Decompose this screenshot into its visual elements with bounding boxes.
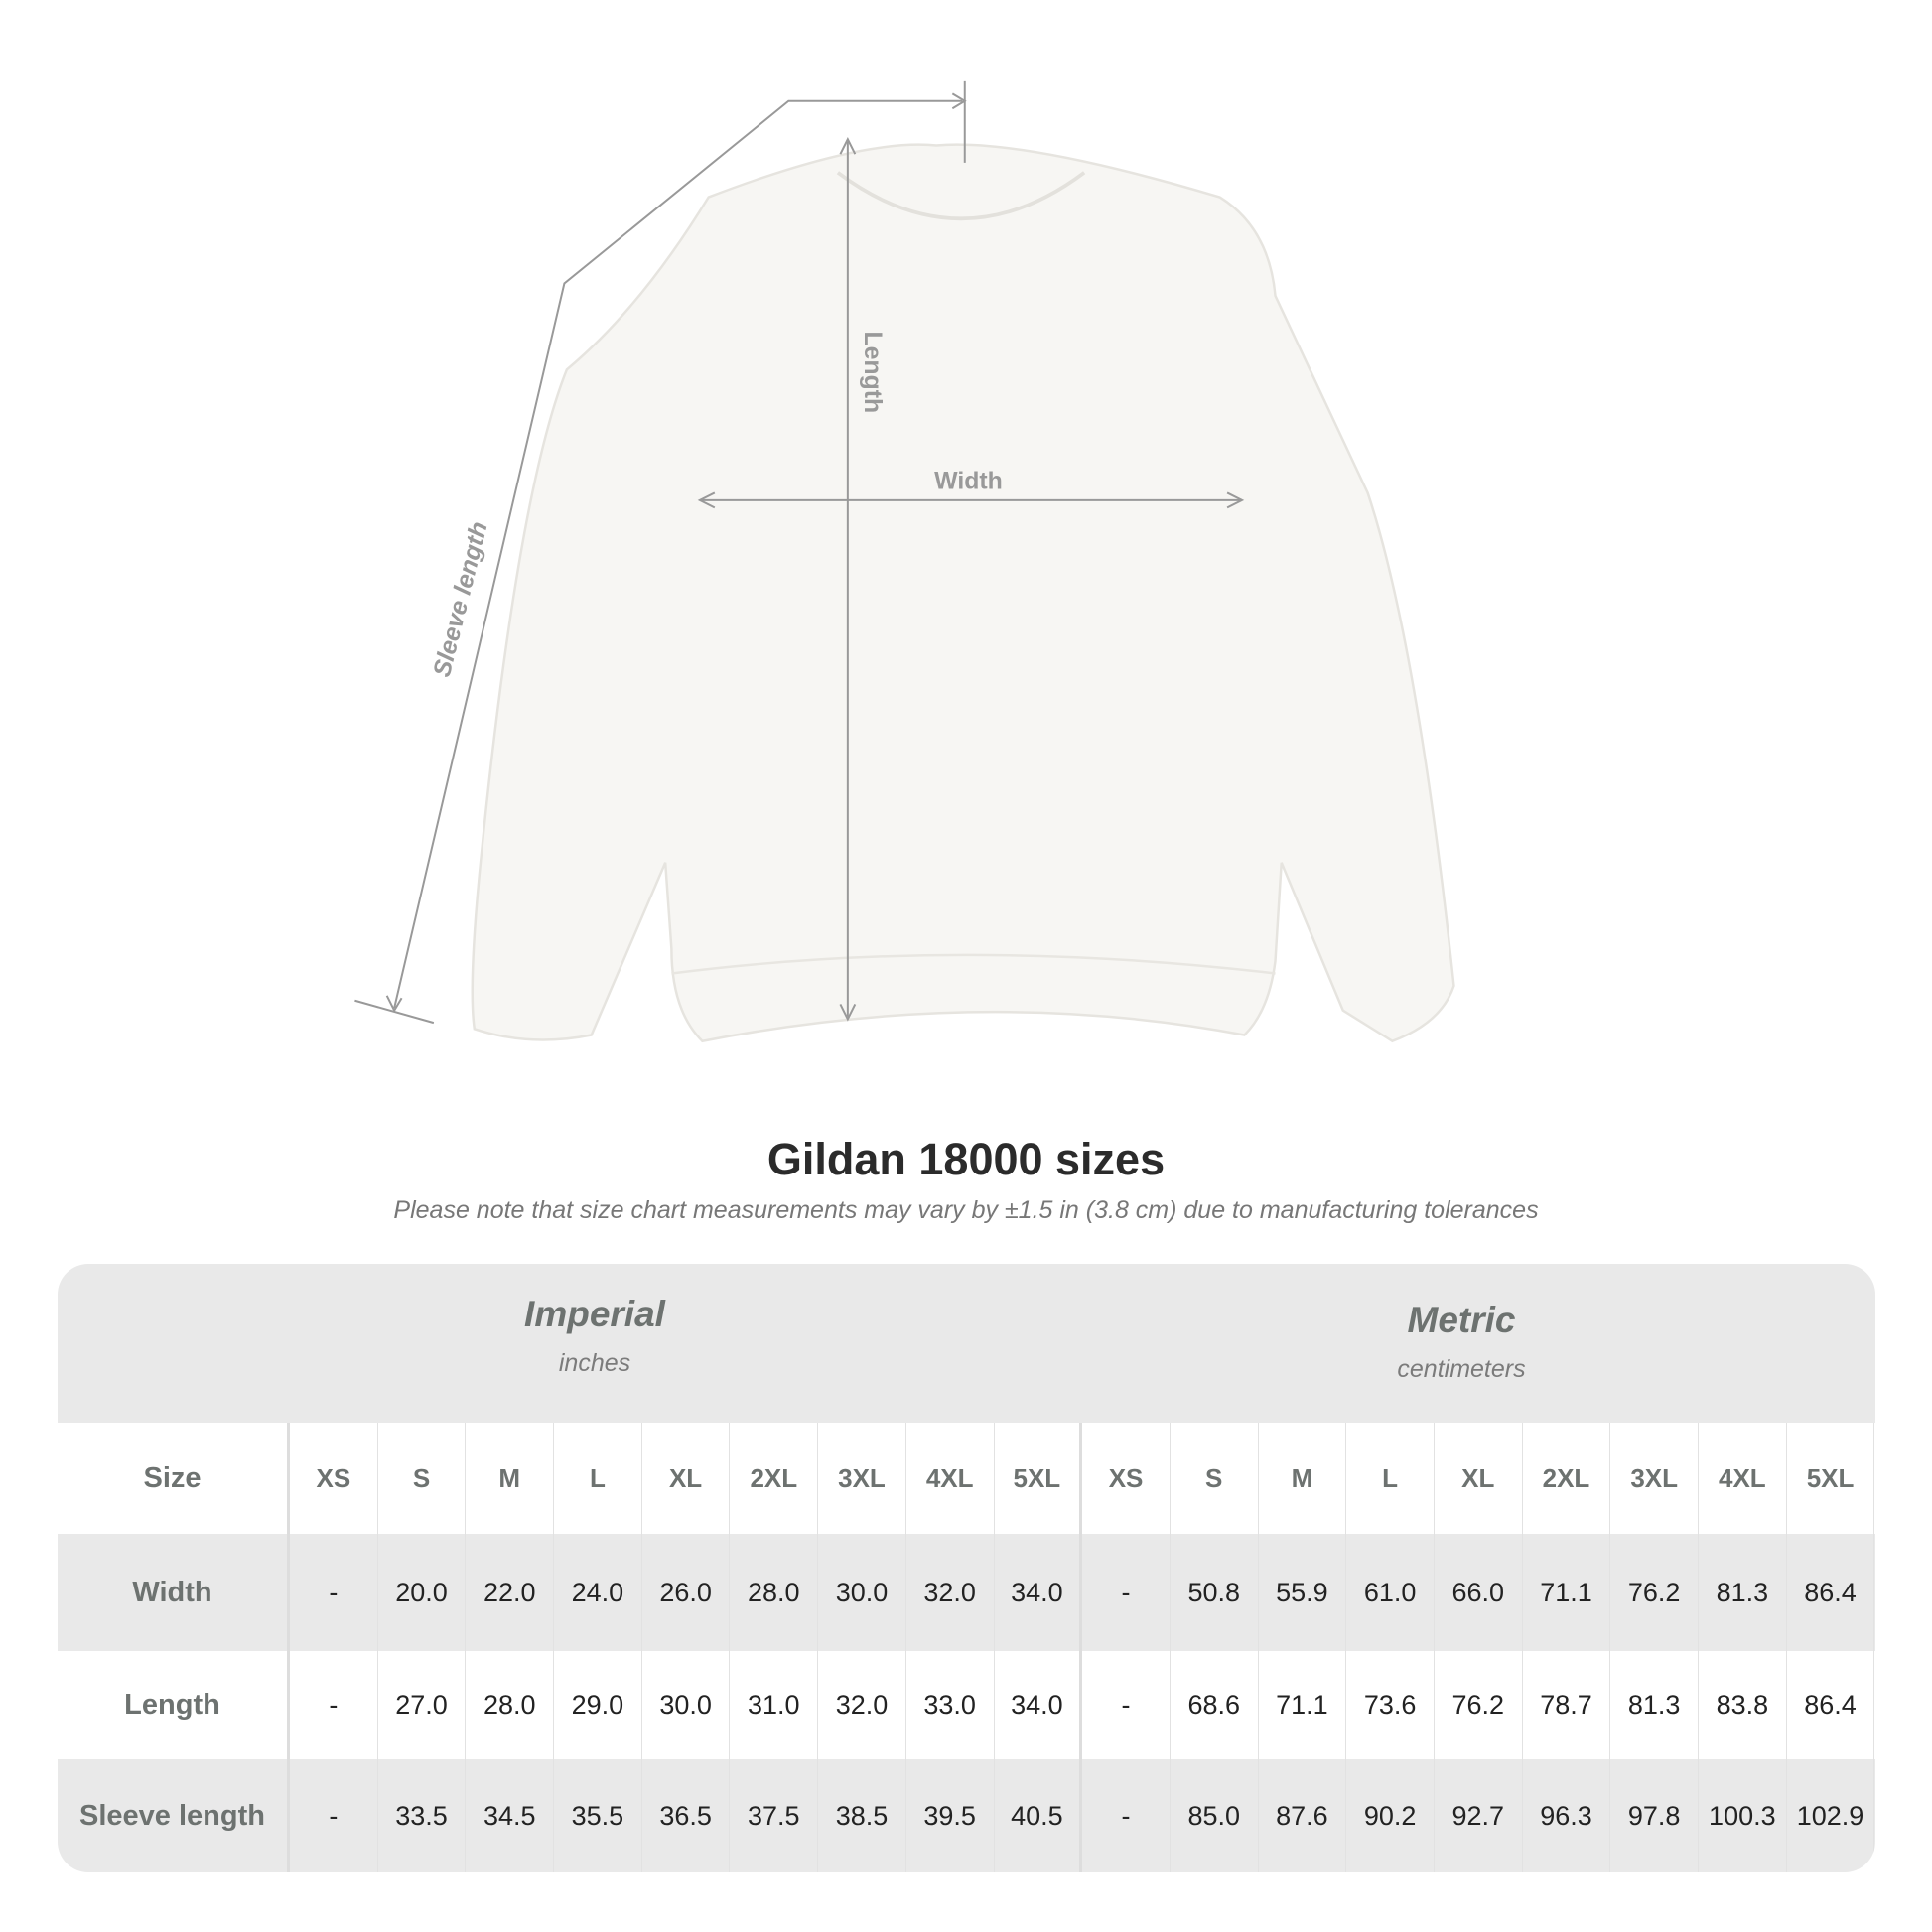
measurement-lines: [354, 80, 1245, 1025]
table-cell: 29.0: [554, 1651, 642, 1759]
table-cell: 76.2: [1435, 1651, 1523, 1759]
table-cell: 34.5: [466, 1759, 555, 1872]
table-cell: 92.7: [1435, 1759, 1523, 1872]
table-cell: 35.5: [554, 1759, 642, 1872]
length-label: Length: [859, 331, 886, 413]
table-header-band: Imperial inches Metric centimeters: [58, 1264, 1875, 1423]
table-cell: 81.3: [1610, 1651, 1699, 1759]
table-row-length: Length -27.0 28.0 29.0 30.0 31.0 32.0 33.0 34.0-…: [58, 1651, 1875, 1759]
table-cell: 76.2: [1610, 1534, 1699, 1651]
table-cell: 38.5: [818, 1759, 906, 1872]
table-cell: 24.0: [554, 1534, 642, 1651]
size-header-cell: M: [1259, 1423, 1347, 1534]
table-cell: 90.2: [1346, 1759, 1435, 1872]
table-cell: 78.7: [1523, 1651, 1611, 1759]
table-cell: -: [290, 1759, 378, 1872]
table-cell: 71.1: [1259, 1651, 1347, 1759]
table-cell: 39.5: [906, 1759, 995, 1872]
imperial-header: Imperial inches: [396, 1294, 793, 1378]
table-cell: 32.0: [906, 1534, 995, 1651]
metric-header: Metric centimeters: [1263, 1300, 1660, 1384]
table-cell: 33.5: [378, 1759, 467, 1872]
table-cell: -: [290, 1651, 378, 1759]
row-label: Length: [58, 1651, 290, 1759]
size-header-cell: L: [554, 1423, 642, 1534]
size-label: Size: [58, 1423, 290, 1534]
table-cell: 30.0: [818, 1534, 906, 1651]
sweatshirt-illustration: [471, 143, 1455, 1043]
table-cell: 20.0: [378, 1534, 467, 1651]
size-header-cell: XS: [1082, 1423, 1171, 1534]
table-cell: 36.5: [642, 1759, 731, 1872]
table-cell: 34.0: [995, 1534, 1083, 1651]
table-cell: -: [1082, 1534, 1171, 1651]
size-header-cell: L: [1346, 1423, 1435, 1534]
width-label: Width: [934, 469, 1003, 495]
tolerance-note: Please note that size chart measurements…: [393, 1196, 1539, 1224]
sleeve-length-label: Sleeve length: [429, 519, 493, 680]
size-row: Size XS S M L XL 2XL 3XL 4XL 5XL XS S M L XL 2XL 3XL 4XL…: [58, 1423, 1875, 1534]
table-cell: 31.0: [730, 1651, 819, 1759]
table-cell: 28.0: [466, 1651, 555, 1759]
size-header-cell: 2XL: [1523, 1423, 1611, 1534]
table-cell: 50.8: [1171, 1534, 1259, 1651]
size-table: Imperial inches Metric centimeters Size …: [58, 1264, 1875, 1872]
table-row-width: Width -20.0 22.0 24.0 26.0 28.0 30.0 32.0 34.0-5…: [58, 1534, 1875, 1651]
size-header-cell: S: [1171, 1423, 1259, 1534]
table-cell: 61.0: [1346, 1534, 1435, 1651]
table-row-sleeve-length: Sleeve length -33.5 34.5 35.5 36.5 37.5 38.5 39…: [58, 1759, 1875, 1872]
table-cell: 55.9: [1259, 1534, 1347, 1651]
size-header-cell: 4XL: [1699, 1423, 1787, 1534]
page-title: Gildan 18000 sizes: [766, 1134, 1166, 1184]
table-cell: 40.5: [995, 1759, 1083, 1872]
row-label: Width: [58, 1534, 290, 1651]
table-cell: 37.5: [730, 1759, 819, 1872]
table-cell: 81.3: [1699, 1534, 1787, 1651]
size-header-cell: 5XL: [1787, 1423, 1875, 1534]
size-header-cell: 2XL: [730, 1423, 819, 1534]
table-cell: 96.3: [1523, 1759, 1611, 1872]
table-cell: 33.0: [906, 1651, 995, 1759]
table-cell: 68.6: [1171, 1651, 1259, 1759]
size-header-cell: S: [378, 1423, 467, 1534]
imperial-title: Imperial: [524, 1294, 665, 1334]
table-cell: 66.0: [1435, 1534, 1523, 1651]
size-header-cell: XL: [1435, 1423, 1523, 1534]
table-cell: 87.6: [1259, 1759, 1347, 1872]
table-cell: 102.9: [1787, 1759, 1875, 1872]
size-header-cell: 3XL: [818, 1423, 906, 1534]
table-cell: -: [1082, 1759, 1171, 1872]
size-header-cell: 3XL: [1610, 1423, 1699, 1534]
table-cell: -: [1082, 1651, 1171, 1759]
table-cell: 27.0: [378, 1651, 467, 1759]
metric-title: Metric: [1407, 1300, 1516, 1340]
table-cell: 83.8: [1699, 1651, 1787, 1759]
size-header-cell: M: [466, 1423, 555, 1534]
table-cell: 32.0: [818, 1651, 906, 1759]
imperial-unit: inches: [558, 1349, 631, 1377]
table-cell: 73.6: [1346, 1651, 1435, 1759]
sweatshirt-diagram: Length Width Sleeve length: [354, 80, 1455, 1043]
size-header-cell: 4XL: [906, 1423, 995, 1534]
table-cell: 34.0: [995, 1651, 1083, 1759]
table-cell: 30.0: [642, 1651, 731, 1759]
table-cell: 71.1: [1523, 1534, 1611, 1651]
table-cell: 22.0: [466, 1534, 555, 1651]
table-cell: -: [290, 1534, 378, 1651]
size-header-cell: XL: [642, 1423, 731, 1534]
table-cell: 86.4: [1787, 1651, 1875, 1759]
size-header-cell: 5XL: [995, 1423, 1083, 1534]
table-cell: 85.0: [1171, 1759, 1259, 1872]
table-cell: 86.4: [1787, 1534, 1875, 1651]
table-cell: 28.0: [730, 1534, 819, 1651]
table-cell: 100.3: [1699, 1759, 1787, 1872]
size-header-cell: XS: [290, 1423, 378, 1534]
table-cell: 97.8: [1610, 1759, 1699, 1872]
metric-unit: centimeters: [1397, 1355, 1526, 1383]
row-label: Sleeve length: [58, 1759, 290, 1872]
table-cell: 26.0: [642, 1534, 731, 1651]
